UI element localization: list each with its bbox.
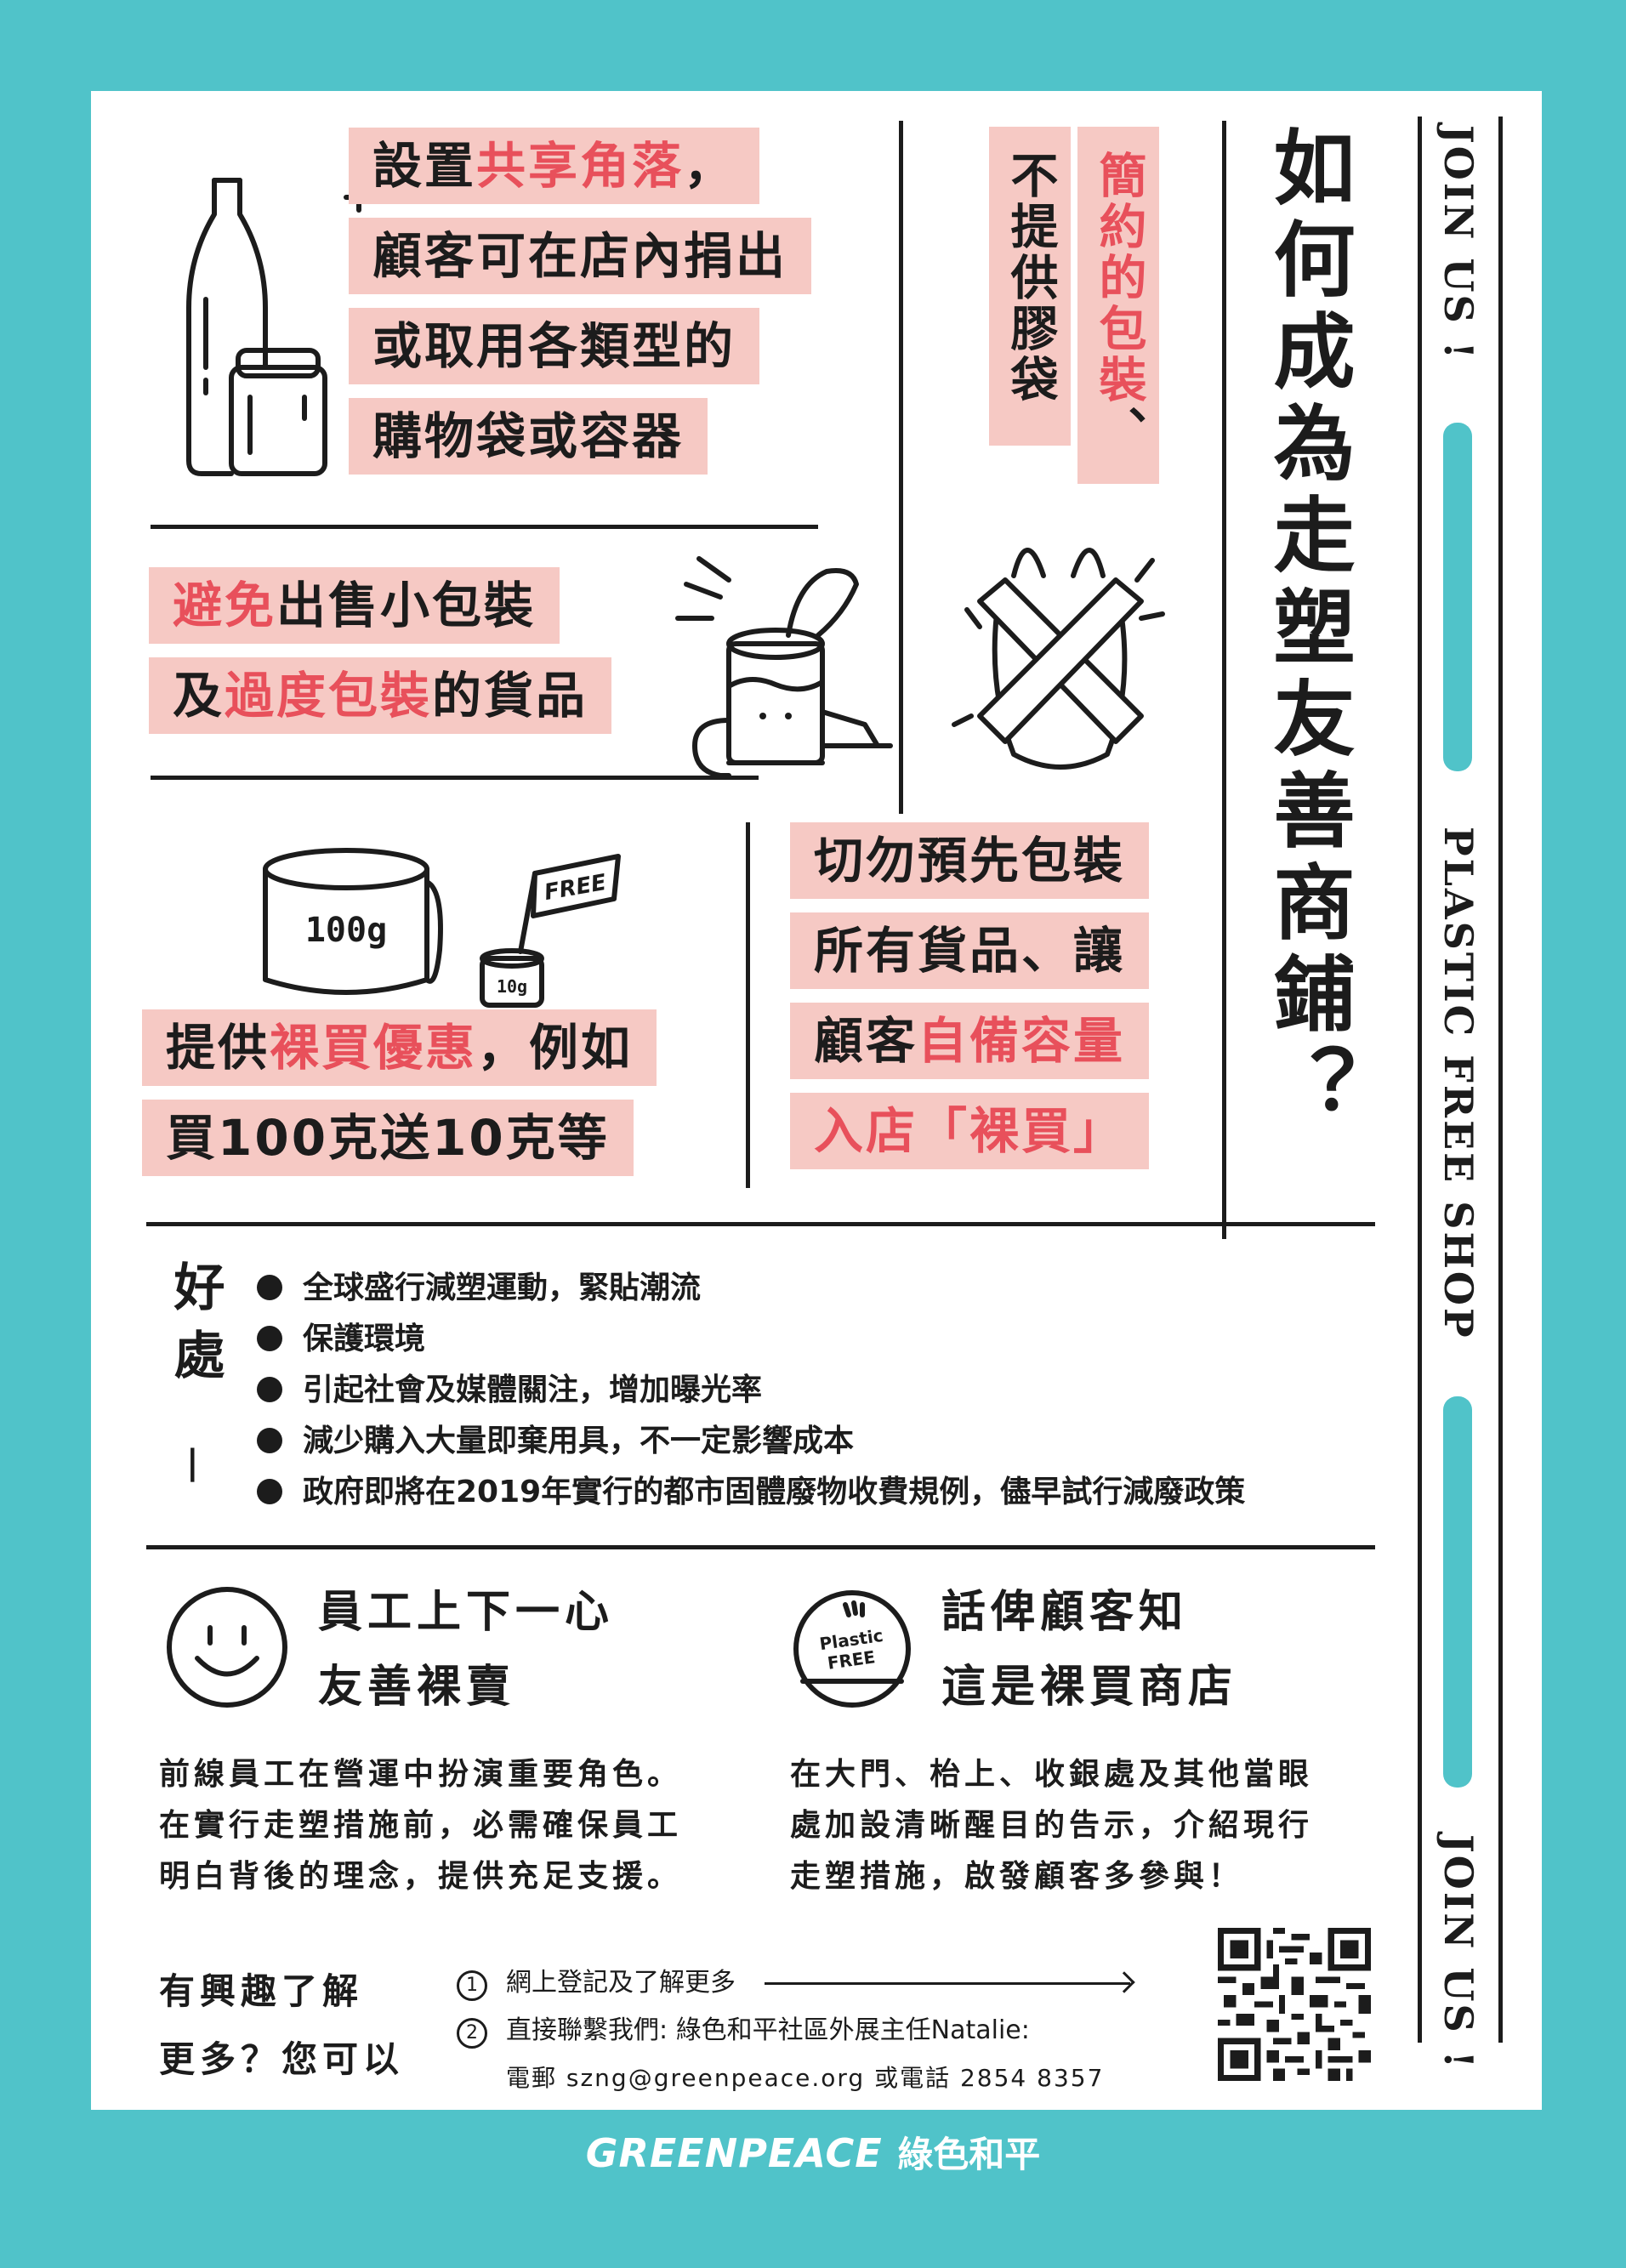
staff-title-line-1: 員工上下一心 xyxy=(318,1587,615,1638)
tip-shared-corner: 設置共享角落， 顧客可在店內捐出 或取用各類型的 購物袋或容器 xyxy=(349,128,812,475)
contact-lead: 有興趣了解 更多？您可以 xyxy=(159,1958,404,2094)
bullet-icon xyxy=(257,1479,282,1504)
benefits-list: 全球盛行減塑運動，緊貼潮流 保護環境 引起社會及媒體關注，增加曝光率 減少購入大… xyxy=(257,1263,1245,1518)
join-us-top: JOIN US ! xyxy=(1436,125,1481,361)
staff-title: 員工上下一心 友善裸賣 xyxy=(318,1575,614,1725)
tip-prepack-line-2: 所有貨品、讓 xyxy=(790,912,1150,989)
bullet-icon xyxy=(257,1275,282,1300)
number-1-icon: 1 xyxy=(457,1970,487,2001)
divider xyxy=(1222,121,1226,1239)
customers-title-line-1: 話俾顧客知 xyxy=(941,1587,1189,1638)
tip-shared-line-3: 或取用各類型的 xyxy=(349,308,760,384)
bullet-icon xyxy=(257,1428,282,1453)
benefits-heading: 好處 xyxy=(165,1260,225,1396)
tip-no-plastic-bags: 不提供膠袋 xyxy=(989,127,1071,446)
tip-prepack-line-1: 切勿預先包裝 xyxy=(790,822,1150,899)
rail-line-left xyxy=(1418,117,1422,2043)
customers-title: 話俾顧客知 這是裸買商店 xyxy=(941,1575,1237,1725)
bullet-icon xyxy=(257,1326,282,1351)
tip-avoid-line-2: 及過度包裝的貨品 xyxy=(149,657,612,734)
crossed-bag-illustration xyxy=(952,548,1165,770)
contact-step-2: 2 直接聯繫我們: 綠色和平社區外展主任Natalie: xyxy=(457,2007,1130,2055)
staff-body-line: 在實行走塑措施前，必需確保員工 xyxy=(159,1808,683,1843)
contact-email-phone[interactable]: 電郵 szng@greenpeace.org 或電話 2854 8357 xyxy=(506,2064,1105,2092)
greenpeace-logo-zh: 綠色和平 xyxy=(897,2134,1041,2175)
tip-no-prepack: 切勿預先包裝 所有貨品、讓 顧客自備容量 入店「裸買」 xyxy=(790,822,1150,1169)
divider xyxy=(146,1545,1375,1549)
staff-body-line: 前線員工在營運中扮演重要角色。 xyxy=(159,1757,683,1792)
join-us-bottom: JOIN US ! xyxy=(1436,1834,1481,2071)
tip-shared-line-2: 顧客可在店內捐出 xyxy=(349,218,812,294)
staff-body-line: 明白背後的理念，提供充足支援。 xyxy=(159,1859,683,1894)
tip-prepack-line-3: 顧客自備容量 xyxy=(790,1003,1150,1079)
contact-lead-line-1: 有興趣了解 xyxy=(159,1970,364,2012)
bullet-icon xyxy=(257,1377,282,1402)
tip-avoid-packaging: 避免出售小包裝 及過度包裝的貨品 xyxy=(149,567,612,734)
cans-illustration: 100g 10g FREE xyxy=(263,848,621,1008)
divider xyxy=(746,822,750,1188)
tip-shared-line-4: 購物袋或容器 xyxy=(349,398,708,475)
can-label-10g: 10g xyxy=(497,976,527,997)
contact-step-1-label: 網上登記及了解更多 xyxy=(506,1968,736,1998)
page-title: 如何成為走塑友善商鋪？ xyxy=(1259,125,1355,1135)
tip-discount-line-1: 提供裸買優惠，例如 xyxy=(142,1009,657,1086)
benefit-item: 引起社會及媒體關注，增加曝光率 xyxy=(257,1365,1245,1416)
poster-card: 設置共享角落， 顧客可在店內捐出 或取用各類型的 購物袋或容器 簡約的包裝、 不… xyxy=(91,91,1542,2110)
plastic-free-shop-label: PLASTIC FREE SHOP xyxy=(1436,827,1481,1340)
hand-can-illustration xyxy=(675,556,893,778)
customers-body: 在大門、枱上、收銀處及其他當眼 處加設清晰醒目的告示，介紹現行 走塑措施，啟發顧… xyxy=(790,1749,1313,1902)
arrow-right-icon xyxy=(764,1971,1135,1993)
tip-discount-line-2: 買100克送10克等 xyxy=(142,1100,634,1176)
smiley-icon xyxy=(167,1587,287,1708)
number-2-icon: 2 xyxy=(457,2018,487,2049)
staff-body: 前線員工在營運中扮演重要角色。 在實行走塑措施前，必需確保員工 明白背後的理念，… xyxy=(159,1749,682,1902)
benefit-item: 減少購入大量即棄用具，不一定影響成本 xyxy=(257,1416,1245,1467)
contact-step-1[interactable]: 1 網上登記及了解更多 xyxy=(457,1959,1135,2007)
customers-body-line: 在大門、枱上、收銀處及其他當眼 xyxy=(790,1757,1314,1792)
divider xyxy=(151,525,818,529)
customers-title-line-2: 這是裸買商店 xyxy=(941,1662,1238,1713)
tip-avoid-line-1: 避免出售小包裝 xyxy=(149,567,560,644)
greenpeace-logo: GREENPEACE xyxy=(585,2130,883,2176)
benefit-item: 全球盛行減塑運動，緊貼潮流 xyxy=(257,1263,1245,1314)
can-label-100g: 100g xyxy=(305,911,387,950)
customers-body-line: 走塑措施，啟發顧客多參與！ xyxy=(790,1859,1244,1894)
rail-line-right xyxy=(1498,117,1503,2043)
tip-prepack-line-4: 入店「裸買」 xyxy=(790,1093,1150,1169)
tip-discount: 提供裸買優惠，例如 買100克送10克等 xyxy=(142,1009,657,1176)
benefits-dash: | xyxy=(186,1443,199,1482)
footer-brand: GREENPEACE 綠色和平 xyxy=(0,2126,1626,2178)
rail-bar xyxy=(1443,1396,1472,1788)
divider xyxy=(146,1222,1375,1226)
qr-code[interactable] xyxy=(1218,1928,1371,2081)
contact-steps: 1 網上登記及了解更多 2 直接聯繫我們: 綠色和平社區外展主任Natalie: 電… xyxy=(457,1959,1135,2102)
divider xyxy=(151,776,759,780)
benefit-item: 政府即將在2019年實行的都市固體廢物收費規例，儘早試行減廢政策 xyxy=(257,1467,1245,1518)
contact-lead-line-2: 更多？您可以 xyxy=(159,2038,405,2080)
plastic-free-sign-icon: Plastic FREE xyxy=(793,1590,911,1708)
contact-step-2-label: 直接聯繫我們: 綠色和平社區外展主任Natalie: xyxy=(506,2015,1030,2045)
rail-bar xyxy=(1443,423,1472,771)
tip-simple-packaging: 簡約的包裝、 xyxy=(1077,127,1159,484)
divider xyxy=(899,121,903,814)
staff-title-line-2: 友善裸賣 xyxy=(318,1662,516,1713)
customers-body-line: 處加設清晰醒目的告示，介紹現行 xyxy=(790,1808,1314,1843)
benefit-item: 保護環境 xyxy=(257,1314,1245,1365)
tip-shared-line-1: 設置共享角落， xyxy=(349,128,760,204)
